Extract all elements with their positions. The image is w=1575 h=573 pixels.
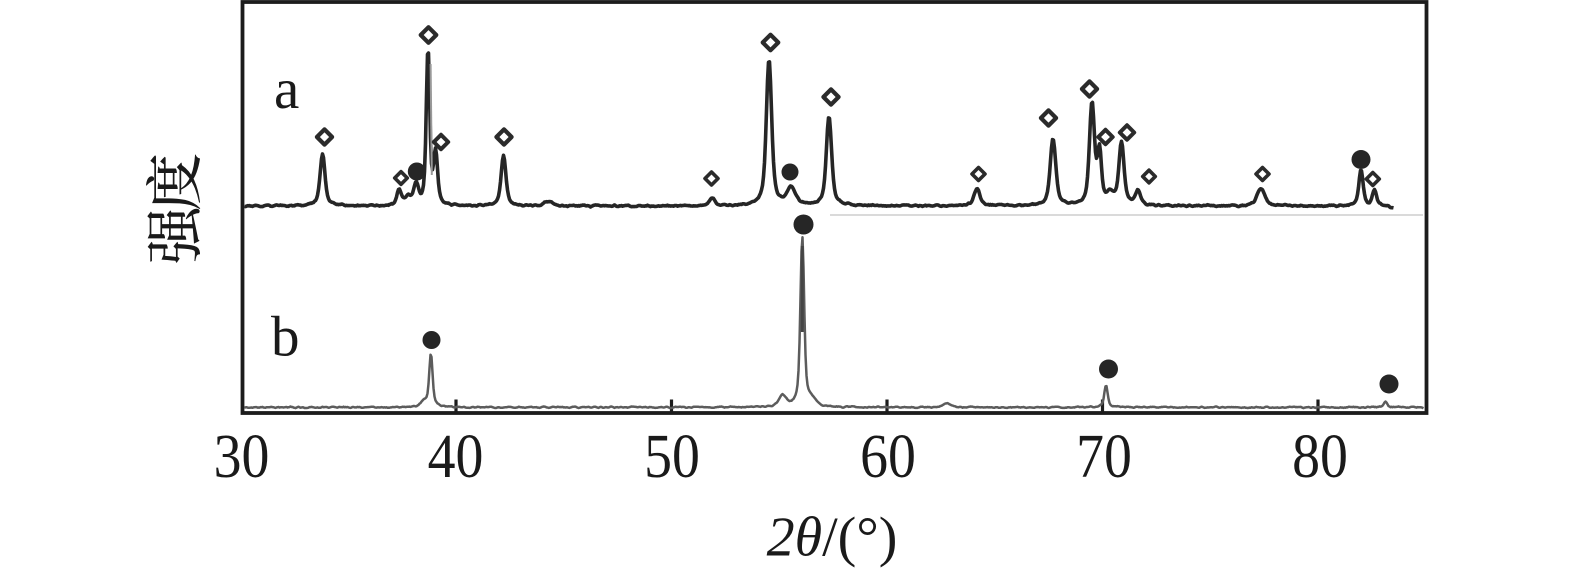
svg-text:40: 40 <box>428 421 484 490</box>
svg-text:70: 70 <box>1076 421 1132 490</box>
svg-text:30: 30 <box>214 421 270 490</box>
svg-text:50: 50 <box>644 421 700 490</box>
svg-text:80: 80 <box>1292 421 1348 490</box>
svg-text:b: b <box>271 306 300 369</box>
svg-text:2θ/(°): 2θ/(°) <box>767 507 898 569</box>
svg-text:60: 60 <box>860 421 916 490</box>
svg-text:a: a <box>274 58 299 121</box>
